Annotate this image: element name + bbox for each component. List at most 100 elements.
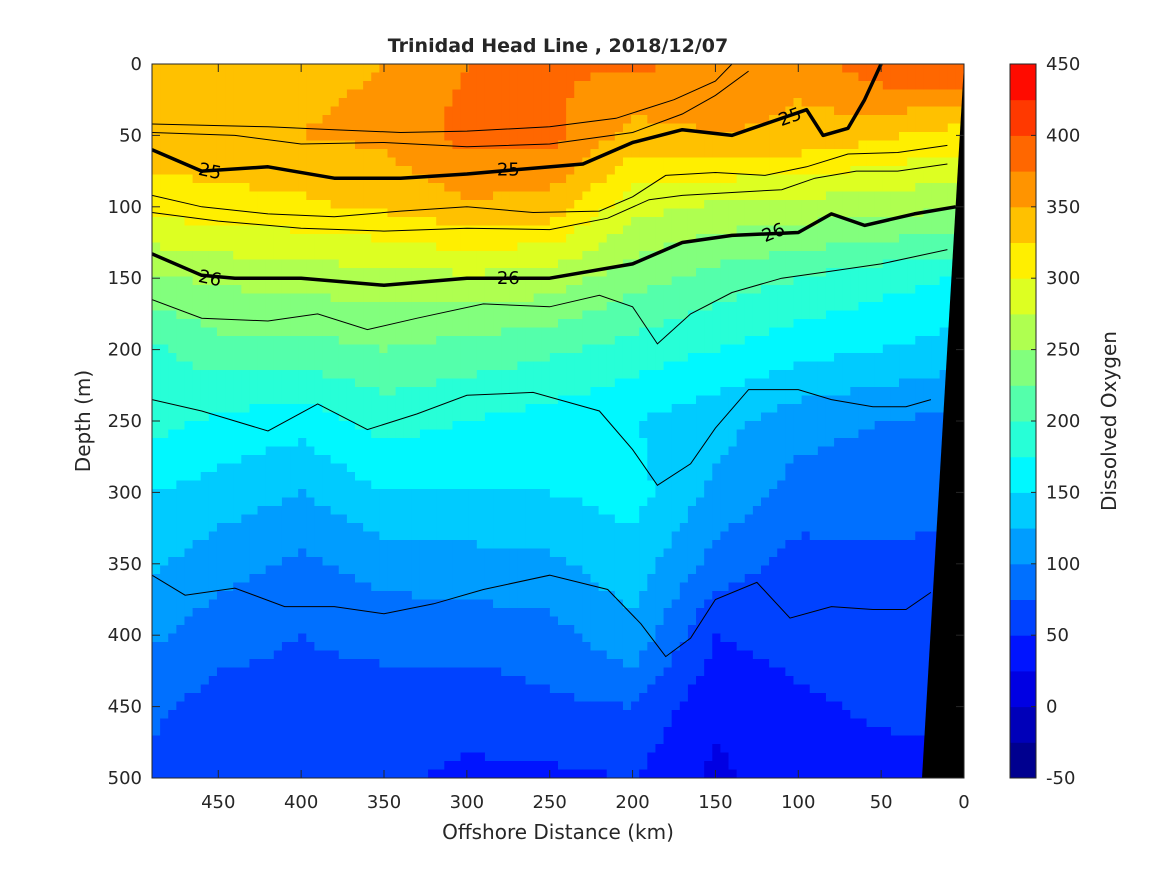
heatmap-cell xyxy=(444,302,454,312)
heatmap-cell xyxy=(225,234,234,244)
heatmap-cell xyxy=(216,293,226,303)
heatmap-cell xyxy=(225,259,234,269)
heatmap-cell xyxy=(671,310,681,320)
heatmap-cell xyxy=(501,183,510,193)
heatmap-cell xyxy=(476,64,486,74)
heatmap-cell xyxy=(931,115,941,125)
heatmap-cell xyxy=(793,81,803,91)
heatmap-cell xyxy=(639,446,648,456)
heatmap-cell xyxy=(939,123,949,133)
heatmap-cell xyxy=(257,361,267,371)
heatmap-cell xyxy=(785,302,795,312)
heatmap-cell xyxy=(744,429,754,439)
heatmap-cell xyxy=(338,421,348,431)
heatmap-cell xyxy=(273,259,283,269)
heatmap-cell xyxy=(793,251,803,261)
heatmap-cell xyxy=(444,251,454,261)
heatmap-cell xyxy=(866,302,876,312)
heatmap-cell xyxy=(712,336,721,346)
heatmap-cell xyxy=(907,463,916,473)
heatmap-cell xyxy=(671,81,681,91)
heatmap-cell xyxy=(363,480,372,490)
heatmap-cell xyxy=(160,344,169,354)
heatmap-cell xyxy=(216,98,226,108)
heatmap-cell xyxy=(549,276,559,286)
heatmap-cell xyxy=(533,208,543,218)
heatmap-cell xyxy=(655,200,665,210)
heatmap-cell xyxy=(200,344,210,354)
heatmap-cell xyxy=(590,455,600,465)
heatmap-cell xyxy=(306,157,315,167)
heatmap-cell xyxy=(176,293,186,303)
heatmap-cell xyxy=(225,174,234,184)
heatmap-cell xyxy=(834,353,843,363)
heatmap-cell xyxy=(281,336,291,346)
heatmap-cell xyxy=(574,310,583,320)
heatmap-cell xyxy=(566,106,575,116)
heatmap-cell xyxy=(363,327,372,337)
heatmap-cell xyxy=(403,302,413,312)
heatmap-cell xyxy=(200,404,210,414)
heatmap-cell xyxy=(314,191,324,201)
heatmap-cell xyxy=(290,421,299,431)
heatmap-cell xyxy=(907,225,916,235)
heatmap-cell xyxy=(744,455,754,465)
heatmap-cell xyxy=(200,225,210,235)
heatmap-cell xyxy=(265,72,275,82)
heatmap-cell xyxy=(338,268,348,278)
heatmap-cell xyxy=(216,395,226,405)
heatmap-cell xyxy=(330,421,340,431)
heatmap-cell xyxy=(330,472,340,482)
heatmap-cell xyxy=(923,378,933,388)
heatmap-cell xyxy=(476,81,486,91)
heatmap-cell xyxy=(777,191,786,201)
heatmap-cell xyxy=(761,319,770,329)
heatmap-cell xyxy=(371,446,380,456)
heatmap-cell xyxy=(330,242,340,252)
heatmap-cell xyxy=(184,115,194,125)
heatmap-cell xyxy=(882,191,892,201)
heatmap-cell xyxy=(338,106,348,116)
heatmap-cell xyxy=(192,183,202,193)
heatmap-cell xyxy=(184,259,194,269)
heatmap-cell xyxy=(160,480,169,490)
heatmap-cell xyxy=(346,310,356,320)
heatmap-cell xyxy=(363,421,372,431)
heatmap-cell xyxy=(273,370,283,380)
heatmap-cell xyxy=(152,72,161,82)
heatmap-cell xyxy=(793,268,803,278)
heatmap-cell xyxy=(793,421,803,431)
heatmap-cell xyxy=(825,395,835,405)
heatmap-cell xyxy=(428,302,437,312)
heatmap-cell xyxy=(541,285,551,295)
heatmap-cell xyxy=(915,336,924,346)
heatmap-cell xyxy=(606,251,616,261)
heatmap-cell xyxy=(290,319,299,329)
heatmap-cell xyxy=(273,72,283,82)
heatmap-cell xyxy=(225,89,234,99)
heatmap-cell xyxy=(687,387,697,397)
heatmap-cell xyxy=(801,208,811,218)
heatmap-cell xyxy=(679,302,689,312)
heatmap-cell xyxy=(923,446,933,456)
heatmap-cell xyxy=(679,455,689,465)
heatmap-cell xyxy=(306,200,315,210)
heatmap-cell xyxy=(330,72,340,82)
heatmap-cell xyxy=(379,429,389,439)
heatmap-cell xyxy=(273,378,283,388)
heatmap-cell xyxy=(460,89,470,99)
heatmap-cell xyxy=(566,259,575,269)
heatmap-cell xyxy=(720,217,730,227)
heatmap-cell xyxy=(834,140,843,150)
heatmap-cell xyxy=(874,455,884,465)
heatmap-cell xyxy=(785,123,795,133)
heatmap-cell xyxy=(720,208,730,218)
heatmap-cell xyxy=(330,191,340,201)
heatmap-cell xyxy=(858,319,868,329)
heatmap-cell xyxy=(890,302,900,312)
heatmap-cell xyxy=(152,421,161,431)
heatmap-cell xyxy=(525,480,535,490)
heatmap-cell xyxy=(566,157,575,167)
heatmap-cell xyxy=(517,242,527,252)
heatmap-cell xyxy=(801,242,811,252)
